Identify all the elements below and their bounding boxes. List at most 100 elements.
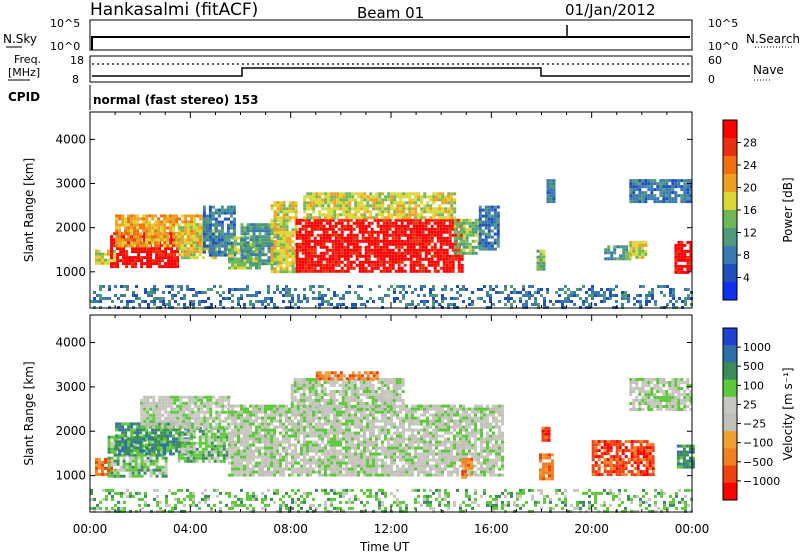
data-cell — [358, 266, 362, 270]
data-cell — [270, 244, 274, 248]
data-cell — [206, 416, 210, 420]
data-cell — [285, 446, 288, 450]
data-cell — [240, 443, 243, 447]
data-cell — [388, 251, 392, 255]
data-cell — [175, 449, 179, 453]
data-cell — [249, 422, 252, 426]
data-cell — [122, 247, 126, 251]
data-cell — [220, 205, 224, 209]
data-cell — [456, 251, 460, 255]
data-cell — [366, 210, 370, 214]
data-cell — [429, 294, 432, 297]
data-cell — [116, 462, 120, 466]
data-cell — [133, 431, 137, 435]
data-cell — [213, 444, 217, 448]
data-cell — [354, 291, 357, 294]
data-cell — [686, 188, 690, 192]
data-cell — [397, 251, 401, 255]
data-cell — [212, 416, 216, 420]
data-cell — [358, 221, 362, 225]
data-cell — [206, 401, 210, 405]
data-cell — [267, 425, 270, 429]
data-cell — [172, 214, 176, 218]
data-cell — [198, 229, 202, 233]
data-cell — [267, 446, 270, 450]
data-cell — [252, 434, 255, 438]
data-cell — [282, 213, 286, 217]
data-cell — [116, 471, 120, 475]
data-cell — [402, 216, 406, 220]
data-cell — [279, 240, 283, 244]
data-cell — [116, 256, 120, 260]
data-cell — [354, 213, 358, 217]
data-cell — [367, 224, 371, 228]
data-cell — [121, 220, 125, 224]
data-cell — [659, 194, 663, 198]
data-cell — [155, 407, 159, 411]
data-cell — [322, 245, 326, 249]
data-cell — [327, 303, 330, 306]
data-cell — [170, 410, 174, 414]
data-cell — [137, 259, 141, 263]
data-cell — [348, 207, 352, 211]
data-cell — [468, 227, 472, 231]
colorbar-tick-label: 16 — [743, 204, 757, 217]
data-cell — [360, 216, 364, 220]
data-cell — [394, 260, 398, 264]
data-cell — [200, 410, 204, 414]
data-cell — [167, 265, 171, 269]
data-cell — [375, 216, 379, 220]
data-cell — [276, 446, 279, 450]
data-cell — [282, 300, 285, 303]
data-cell — [400, 245, 404, 249]
data-cell — [315, 201, 319, 205]
data-cell — [303, 297, 306, 300]
data-cell — [334, 236, 338, 240]
data-cell — [202, 229, 206, 233]
data-cell — [364, 251, 368, 255]
data-cell — [487, 214, 491, 218]
data-cell — [232, 205, 236, 209]
data-cell — [110, 459, 114, 463]
data-cell — [414, 192, 418, 196]
data-cell — [424, 236, 428, 240]
data-cell — [179, 416, 183, 420]
data-cell — [298, 218, 302, 222]
data-cell — [612, 288, 615, 291]
data-cell — [164, 419, 168, 423]
data-cell — [118, 428, 122, 432]
data-cell — [208, 250, 212, 254]
data-cell — [310, 257, 314, 261]
data-cell — [139, 223, 143, 227]
data-cell — [295, 245, 299, 249]
data-cell — [110, 447, 114, 451]
data-cell — [210, 447, 214, 451]
data-cell — [385, 236, 389, 240]
data-cell — [134, 459, 138, 463]
data-cell — [222, 432, 226, 436]
data-cell — [385, 224, 389, 228]
data-cell — [291, 201, 295, 205]
data-cell — [453, 201, 457, 205]
data-cell — [662, 182, 666, 186]
data-cell — [285, 428, 288, 432]
data-cell — [228, 291, 231, 294]
data-cell — [361, 218, 365, 222]
data-cell — [430, 254, 434, 258]
data-cell — [379, 269, 383, 273]
data-cell — [214, 223, 218, 227]
data-cell — [273, 428, 276, 432]
data-cell — [439, 242, 443, 246]
data-cell — [418, 233, 422, 237]
data-cell — [629, 191, 633, 195]
data-cell — [310, 224, 314, 228]
data-cell — [186, 453, 190, 457]
data-cell — [114, 285, 117, 288]
data-cell — [603, 294, 606, 297]
data-cell — [409, 248, 413, 252]
data-cell — [267, 229, 271, 233]
data-cell — [403, 254, 407, 258]
data-cell — [270, 437, 273, 441]
data-cell — [226, 223, 230, 227]
data-cell — [95, 255, 98, 259]
